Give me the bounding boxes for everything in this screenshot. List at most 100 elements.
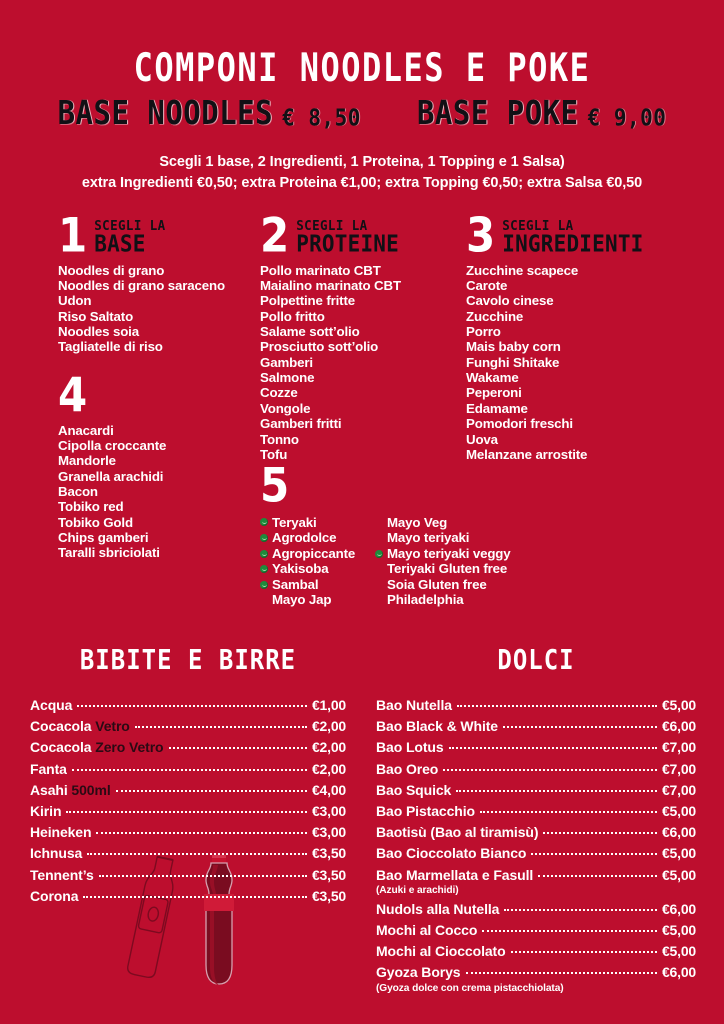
build-instructions-line-2: extra Ingredienti €0,50; extra Proteina … xyxy=(81,175,643,192)
leader-dots xyxy=(77,705,307,707)
item-variant: Vetro xyxy=(95,718,130,735)
list-item: Chips gamberi xyxy=(58,530,149,546)
leader-dots xyxy=(115,789,307,792)
list-item: Zucchine scapece xyxy=(466,262,579,278)
list-item: Bao Cioccolato Bianco €5,00 xyxy=(376,846,696,860)
item-name: Bao Lotus xyxy=(376,739,444,756)
item-name: Bao Squick xyxy=(376,781,452,798)
item-name: Corona xyxy=(30,887,79,904)
section-base: 1 SCEGLI LA BASE Noodles di grano Noodle… xyxy=(58,212,268,355)
list-item: Teriyaki Gluten free xyxy=(375,561,507,577)
list-item: Heineken €3,00 xyxy=(30,825,346,839)
leader-dots xyxy=(503,726,657,729)
section-number: 4 xyxy=(58,367,88,423)
list-item: Tagliatelle di riso xyxy=(58,339,163,355)
item-price: €4,00 xyxy=(311,781,346,798)
list-item: Cocacola Vetro €2,00 xyxy=(30,719,346,733)
list-item: Tobiko red xyxy=(58,499,124,515)
list-item: Noodles di grano xyxy=(58,262,165,278)
list-item: Kirin €3,00 xyxy=(30,804,346,818)
section-title: PROTEINE xyxy=(296,229,399,257)
desserts-section: DOLCI Bao Nutella €5,00 Bao Black & White… xyxy=(376,644,696,1000)
section-number: 2 xyxy=(260,207,290,263)
list-item: Mais baby corn xyxy=(466,339,561,355)
base-noodles-price: € 8,50 xyxy=(282,104,361,132)
list-item-label: Philadelphia xyxy=(387,592,464,608)
list-item: Mayo teriyaki xyxy=(375,530,490,546)
spacer-icon xyxy=(375,518,383,526)
list-item: Mandorle xyxy=(58,453,116,469)
section-base-header: 1 SCEGLI LA BASE xyxy=(58,212,268,259)
list-item: Tofu xyxy=(260,446,288,462)
section-salse-header: 5 xyxy=(260,462,490,509)
drinks-title: BIBITE E BIRRE xyxy=(79,643,297,676)
list-item: Pollo fritto xyxy=(260,308,325,324)
leader-dots xyxy=(504,908,657,911)
build-instructions-line-1: Scegli 1 base, 2 Ingredienti, 1 Proteina… xyxy=(159,154,565,170)
section-ingredienti: 3 SCEGLI LA INGREDIENTI Zucchine scapece… xyxy=(466,212,696,462)
spacer-icon xyxy=(375,596,383,604)
item-note: (Gyoza dolce con crema pistacchiolata) xyxy=(376,982,564,994)
list-item-label: Mayo teriyaki xyxy=(387,530,470,546)
item-note: (Azuki e arachidi) xyxy=(376,884,459,896)
item-name: Kirin xyxy=(30,802,62,819)
list-item: Mayo Veg xyxy=(375,515,490,531)
list-item: Salame sott’olio xyxy=(260,324,360,340)
list-item: Gamberi xyxy=(260,354,313,370)
list-item: Noodles di grano saraceno xyxy=(58,278,225,294)
leader-dots xyxy=(482,930,657,933)
list-item: Carote xyxy=(466,278,508,294)
item-name: Bao Oreo xyxy=(376,760,439,777)
build-instructions: Scegli 1 base, 2 Ingredienti, 1 Proteina… xyxy=(0,152,724,194)
vegan-leaf-icon xyxy=(260,534,268,543)
base-poke-label: BASE POKE xyxy=(416,92,579,132)
base-noodles-label: BASE NOODLES xyxy=(57,92,274,132)
list-item: Agropiccante xyxy=(260,546,375,562)
item-name: Acqua xyxy=(30,697,73,713)
list-item: Anacardi xyxy=(58,422,114,438)
item-name: Bao Marmellata e Fasull xyxy=(376,866,534,883)
list-item: Cocacola Zero Vetro €2,00 xyxy=(30,740,346,754)
list-item: Tennent’s €3,50 xyxy=(30,868,346,882)
item-name: Bao Pistacchio xyxy=(376,802,475,819)
list-item: Acqua €1,00 xyxy=(30,698,346,712)
list-item: Vongole xyxy=(260,400,311,416)
list-item: Funghi Shitake xyxy=(466,354,560,370)
list-item-label: Teriyaki Gluten free xyxy=(387,561,508,577)
item-price: €6,00 xyxy=(661,900,696,917)
item-price: €3,00 xyxy=(311,802,346,819)
drinks-section: BIBITE E BIRRE Acqua €1,00 Cocacola Vetro… xyxy=(30,644,346,910)
leader-dots xyxy=(510,951,657,954)
list-item: Bao Black & White €6,00 xyxy=(376,719,696,733)
proteine-options-list: Pollo marinato CBT Maialino marinato CBT… xyxy=(260,263,460,462)
menu-header: COMPONI NOODLES E POKE BASE NOODLES € 8,… xyxy=(0,0,724,194)
item-name: Ichnusa xyxy=(30,845,83,862)
spacer-icon xyxy=(375,534,383,542)
section-ingredienti-header: 3 SCEGLI LA INGREDIENTI xyxy=(466,212,696,259)
section-title: INGREDIENTI xyxy=(502,229,644,257)
leader-dots xyxy=(448,747,657,750)
list-item: Tobiko Gold xyxy=(58,514,133,530)
base-options-list: Noodles di grano Noodles di grano sarace… xyxy=(58,263,268,355)
item-price: €6,00 xyxy=(661,964,696,981)
item-name: Bao Cioccolato Bianco xyxy=(376,845,527,862)
list-item: Soia Gluten free xyxy=(375,577,490,593)
leader-dots xyxy=(168,747,307,750)
list-item: Mochi al Cocco €5,00 xyxy=(376,923,696,937)
salse-options: Teryaki Agrodolce Agropiccante Yakisoba … xyxy=(260,515,511,608)
list-item: Noodles soia xyxy=(58,324,139,340)
list-item: Yakisoba xyxy=(260,561,375,577)
list-item: Baotisù (Bao al tiramisù) €6,00 xyxy=(376,825,696,839)
section-title: BASE xyxy=(94,229,146,257)
list-item: Asahi 500ml €4,00 xyxy=(30,783,346,797)
leader-dots xyxy=(98,874,307,877)
list-item: Edamame xyxy=(466,400,528,416)
list-item: Bao Squick €7,00 xyxy=(376,783,696,797)
leader-dots xyxy=(538,874,657,877)
vegan-leaf-icon xyxy=(260,518,268,527)
list-item: Polpettine fritte xyxy=(260,293,355,309)
item-variant: 500ml xyxy=(71,781,111,798)
list-item: Prosciutto sott’olio xyxy=(260,339,379,355)
topping-options-list: Anacardi Cipolla croccante Mandorle Gran… xyxy=(58,423,268,561)
list-item: Gamberi fritti xyxy=(260,416,342,432)
